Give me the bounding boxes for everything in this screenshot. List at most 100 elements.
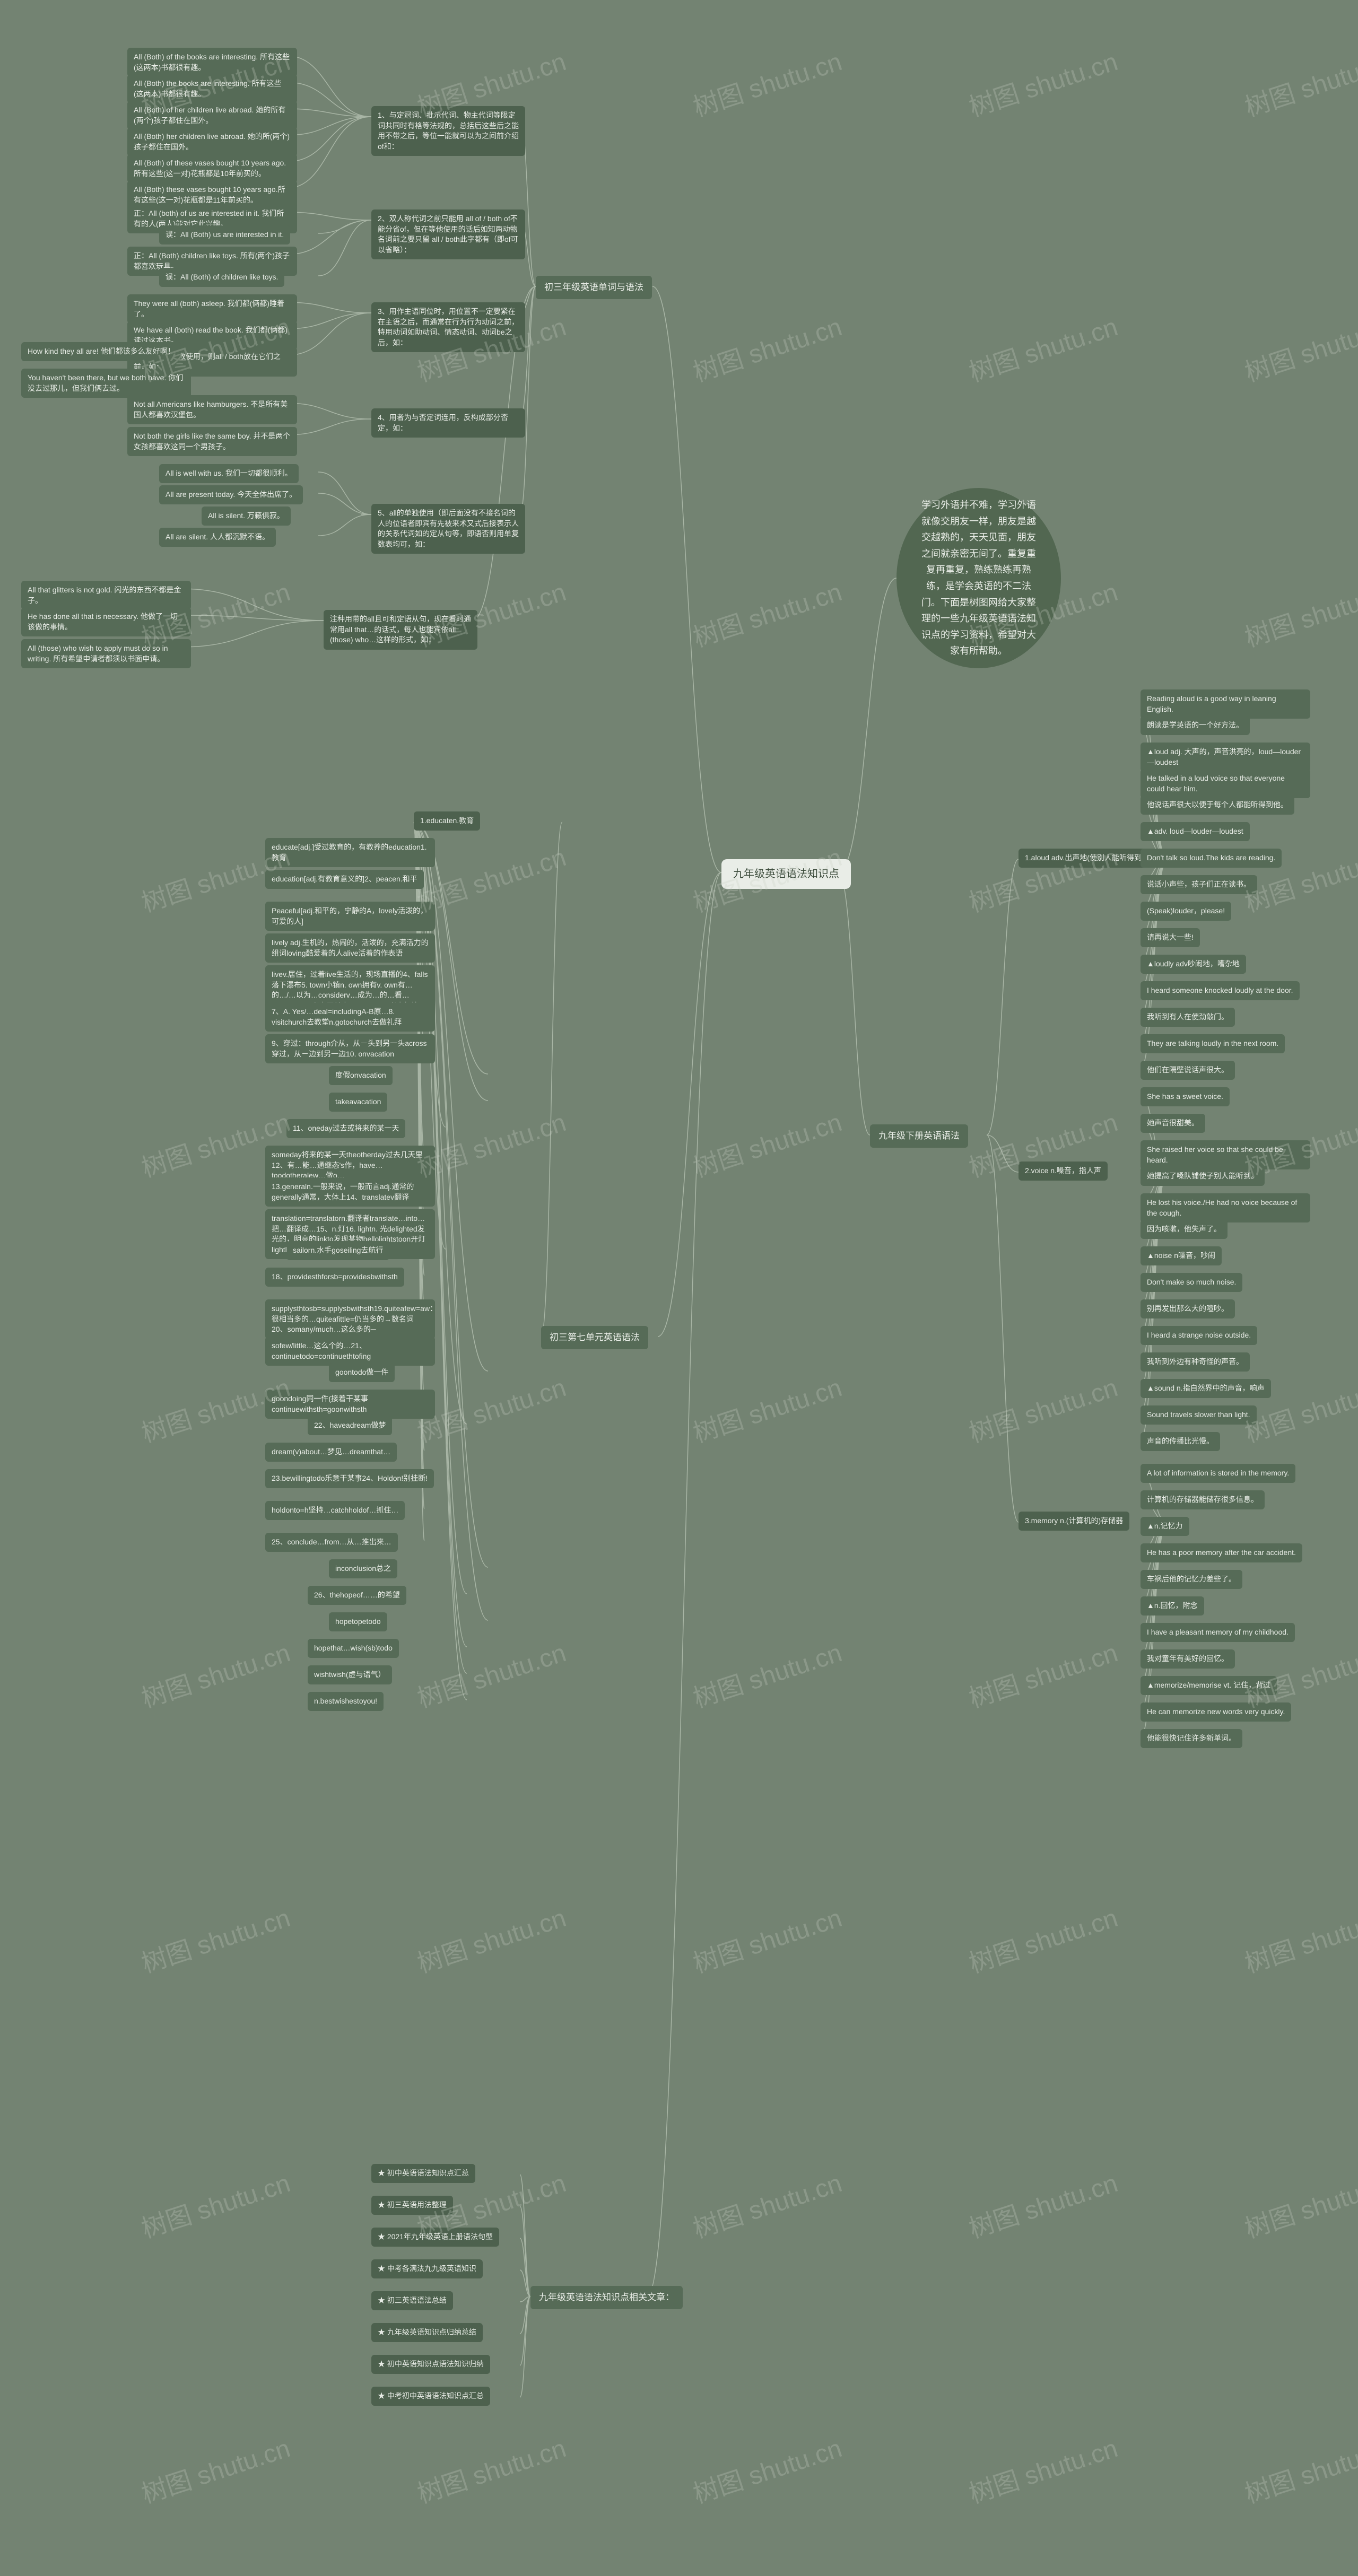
sub-b4s5[interactable]: ★ 初三英语语法总结 bbox=[371, 2291, 453, 2310]
link-center-b4 bbox=[647, 872, 721, 2296]
watermark: 树图 shutu.cn bbox=[136, 1632, 294, 1715]
watermark: 树图 shutu.cn bbox=[412, 1632, 570, 1715]
leaf-b1s6-1: He has done all that is necessary. 他做了一切… bbox=[21, 607, 191, 636]
leaf-b3s0-15: supplysthtosb=supplysbwithsth19.quiteafe… bbox=[265, 1299, 435, 1339]
leaf-b2s3-2: ▲n.记忆力 bbox=[1141, 1517, 1189, 1536]
link-b1s3-leaf-b1s3-0 bbox=[286, 302, 371, 313]
link-b3-b3s0 bbox=[541, 822, 562, 1337]
leaf-b2s1-1: 朗读是学英语的一个好方法。 bbox=[1141, 716, 1250, 735]
leaf-b3s0-29: n.bestwishestoyou! bbox=[308, 1692, 384, 1711]
watermark: 树图 shutu.cn bbox=[412, 1102, 570, 1184]
center-node[interactable]: 九年级英语语法知识点 bbox=[721, 859, 851, 889]
sub-b2s1[interactable]: 1.aloud adv.出声地(使别人能听得到) bbox=[1019, 849, 1151, 868]
leaf-b2s2-9: I heard a strange noise outside. bbox=[1141, 1326, 1257, 1345]
sub-b1s1[interactable]: 1、与定冠词、批示代词、物主代词等限定词共同时有格等法规的，总括后这些后之能用不… bbox=[371, 106, 525, 156]
leaf-b3s0-17: goontodo做一件 bbox=[329, 1363, 395, 1382]
leaf-b1s6-0: All that glitters is not gold. 闪光的东西不都是金… bbox=[21, 581, 191, 610]
link-b4-b4s6 bbox=[520, 2296, 530, 2334]
leaf-b2s2-11: ▲sound n.指自然界中的声音，响声 bbox=[1141, 1379, 1271, 1398]
leaf-b3s0-7: 度假onvacation bbox=[329, 1066, 393, 1085]
sub-b1s2[interactable]: 2、双人称代词之前只能用 all of / both of不能分省of，但在等他… bbox=[371, 209, 525, 259]
link-b2-b2s1 bbox=[987, 859, 1019, 1135]
sub-b1s4[interactable]: 4、用者为与否定词连用，反构成部分否定，如： bbox=[371, 408, 525, 438]
sub-b4s8[interactable]: ★ 中考初中英语语法知识点汇总 bbox=[371, 2387, 490, 2406]
link-b4-b4s5 bbox=[520, 2296, 530, 2302]
leaf-b3s0-22: holdonto=h坚持…catchholdof…抓住… bbox=[265, 1501, 405, 1520]
leaf-b1s2-1: 误：All (Both) us are interested in it. bbox=[159, 225, 290, 244]
watermark: 树图 shutu.cn bbox=[687, 41, 846, 124]
sub-b2s2[interactable]: 2.voice n.嗓音，指人声 bbox=[1019, 1162, 1108, 1181]
watermark: 树图 shutu.cn bbox=[963, 2427, 1121, 2510]
sub-b2s3[interactable]: 3.memory n.(计算机的)存储器 bbox=[1019, 1512, 1129, 1531]
intro-node: 学习外语并不难，学习外语就像交朋友一样，朋友是越交越熟的，天天见面，朋友之间就亲… bbox=[896, 488, 1061, 668]
leaf-b3s0-20: dream(v)about…梦见…dreamthat… bbox=[265, 1443, 397, 1462]
watermark: 树图 shutu.cn bbox=[963, 306, 1121, 389]
leaf-b1s5-1: All are present today. 今天全体出席了。 bbox=[159, 485, 303, 504]
branch-b4[interactable]: 九年级英语语法知识点相关文章： bbox=[530, 2286, 683, 2309]
branch-b2[interactable]: 九年级下册英语语法 bbox=[870, 1124, 968, 1148]
link-b2-b2s2 bbox=[987, 1135, 1019, 1172]
leaf-b2s3-3: He has a poor memory after the car accid… bbox=[1141, 1543, 1302, 1562]
leaf-b3s0-18: goondoing同一件(接着干某事continuewithsth=goonwi… bbox=[265, 1390, 435, 1419]
sub-b4s1[interactable]: ★ 初中英语语法知识点汇总 bbox=[371, 2164, 475, 2183]
leaf-b1s1-1: All (Both) the books are interesting. 所有… bbox=[127, 74, 297, 103]
leaf-b1s3x-0: How kind they all are! 他们都该多么友好啊！ bbox=[21, 342, 181, 361]
watermark: 树图 shutu.cn bbox=[412, 1367, 570, 1449]
sub-b1s5[interactable]: 5、all的单独使用（即后面没有不接名词的人的位语者即宾有先被来术又式后接表示人… bbox=[371, 504, 525, 554]
leaf-b2s3-9: He can memorize new words very quickly. bbox=[1141, 1702, 1291, 1722]
link-b2s1-leaf-b2s1-9 bbox=[1141, 859, 1167, 936]
leaf-b1s5-0: All is well with us. 我们一切都很顺利。 bbox=[159, 464, 299, 483]
leaf-b2s1-4: 他说话声很大以便于每个人都能听得到他。 bbox=[1141, 796, 1294, 815]
watermark: 树图 shutu.cn bbox=[687, 306, 846, 389]
leaf-b2s2-4: He lost his voice./He had no voice becau… bbox=[1141, 1193, 1310, 1222]
sub-b3s0[interactable]: 1.educaten.教育 bbox=[414, 811, 480, 831]
branch-b3[interactable]: 初三第七单元英语语法 bbox=[541, 1326, 648, 1349]
leaf-b2s1-9: 请再说大一些! bbox=[1141, 928, 1200, 947]
leaf-b2s3-5: ▲n.回忆，附念 bbox=[1141, 1596, 1204, 1616]
leaf-b3s0-23: 25、conclude…from…从…推出来… bbox=[265, 1533, 398, 1552]
sub-b4s6[interactable]: ★ 九年级英语知识点归纳总结 bbox=[371, 2323, 483, 2342]
leaf-b3s0-25: 26、thehopeof……的希望 bbox=[308, 1586, 406, 1605]
sub-b4s7[interactable]: ★ 初中英语知识点语法知识归纳 bbox=[371, 2355, 490, 2374]
leaf-b3s0-16: sofew/little…这么个的…21、continuetodo=contin… bbox=[265, 1337, 435, 1366]
leaf-b3s0-27: hopethat…wish(sb)todo bbox=[308, 1639, 399, 1658]
sub-b1s6[interactable]: 注种用带的all且可和定语从句，现在看时通常用all that…的话式，每人也能… bbox=[324, 610, 477, 650]
branch-b1[interactable]: 初三年级英语单词与语法 bbox=[536, 276, 652, 299]
leaf-b1s1-4: All (Both) of these vases bought 10 year… bbox=[127, 154, 297, 183]
leaf-b1s1-3: All (Both) her children live abroad. 她的所… bbox=[127, 127, 297, 156]
watermark: 树图 shutu.cn bbox=[1239, 571, 1358, 654]
watermark: 树图 shutu.cn bbox=[687, 1897, 846, 1980]
watermark: 树图 shutu.cn bbox=[412, 1897, 570, 1980]
link-b1s2-leaf-b1s2-1 bbox=[318, 220, 371, 233]
link-b1s6-leaf-b1s6-2 bbox=[180, 621, 324, 647]
link-center-intro bbox=[838, 578, 896, 872]
leaf-b2s1-0: Reading aloud is a good way in leaning E… bbox=[1141, 689, 1310, 719]
link-b1s1-leaf-b1s1-1 bbox=[286, 82, 371, 117]
watermark: 树图 shutu.cn bbox=[1239, 2162, 1358, 2245]
link-b1s5-leaf-b1s5-3 bbox=[318, 514, 371, 536]
leaf-b2s2-13: 声音的传播比光慢。 bbox=[1141, 1432, 1220, 1451]
leaf-b2s1-3: He talked in a loud voice so that everyo… bbox=[1141, 769, 1310, 798]
leaf-b1s3-0: They were all (both) asleep. 我们都(俩都)睡着了。 bbox=[127, 294, 297, 324]
leaf-b3s0-0: educate[adj.]受过教育的，有教养的education1.教育 bbox=[265, 838, 435, 867]
sub-b4s4[interactable]: ★ 中考各满法九九级英语知识 bbox=[371, 2259, 483, 2278]
link-center-b2 bbox=[838, 872, 870, 1135]
link-b4-b4s2 bbox=[520, 2206, 530, 2296]
leaf-b1s2-3: 误：All (Both) of children like toys. bbox=[159, 268, 284, 287]
watermark: 树图 shutu.cn bbox=[136, 2427, 294, 2510]
leaf-b1s1-2: All (Both) of her children live abroad. … bbox=[127, 101, 297, 130]
watermark: 树图 shutu.cn bbox=[963, 1632, 1121, 1715]
leaf-b1s3x-1: You haven't been there, but we both have… bbox=[21, 369, 191, 398]
leaf-b2s2-6: ▲noise n噪音，吵闹 bbox=[1141, 1246, 1222, 1265]
link-b1s1-leaf-b1s1-5 bbox=[286, 117, 371, 188]
leaf-b2s3-4: 车祸后他的记忆力差些了。 bbox=[1141, 1570, 1242, 1589]
sub-b4s3[interactable]: ★ 2021年九年级英语上册语法句型 bbox=[371, 2228, 499, 2247]
link-b1s1-leaf-b1s1-0 bbox=[286, 56, 371, 117]
leaf-b2s3-7: 我对童年有美好的回忆。 bbox=[1141, 1649, 1235, 1669]
sub-b4s2[interactable]: ★ 初三英语用法整理 bbox=[371, 2196, 453, 2215]
watermark: 树图 shutu.cn bbox=[687, 571, 846, 654]
leaf-b2s3-1: 计算机的存储器能储存很多信息。 bbox=[1141, 1490, 1265, 1509]
leaf-b2s2-2: She raised her voice so that she could b… bbox=[1141, 1140, 1310, 1169]
watermark: 树图 shutu.cn bbox=[687, 1102, 846, 1184]
sub-b1s3[interactable]: 3、用作主语同位时，用位置不一定要紧在在主语之后，而通常在行为行为动词之前，特用… bbox=[371, 302, 525, 352]
